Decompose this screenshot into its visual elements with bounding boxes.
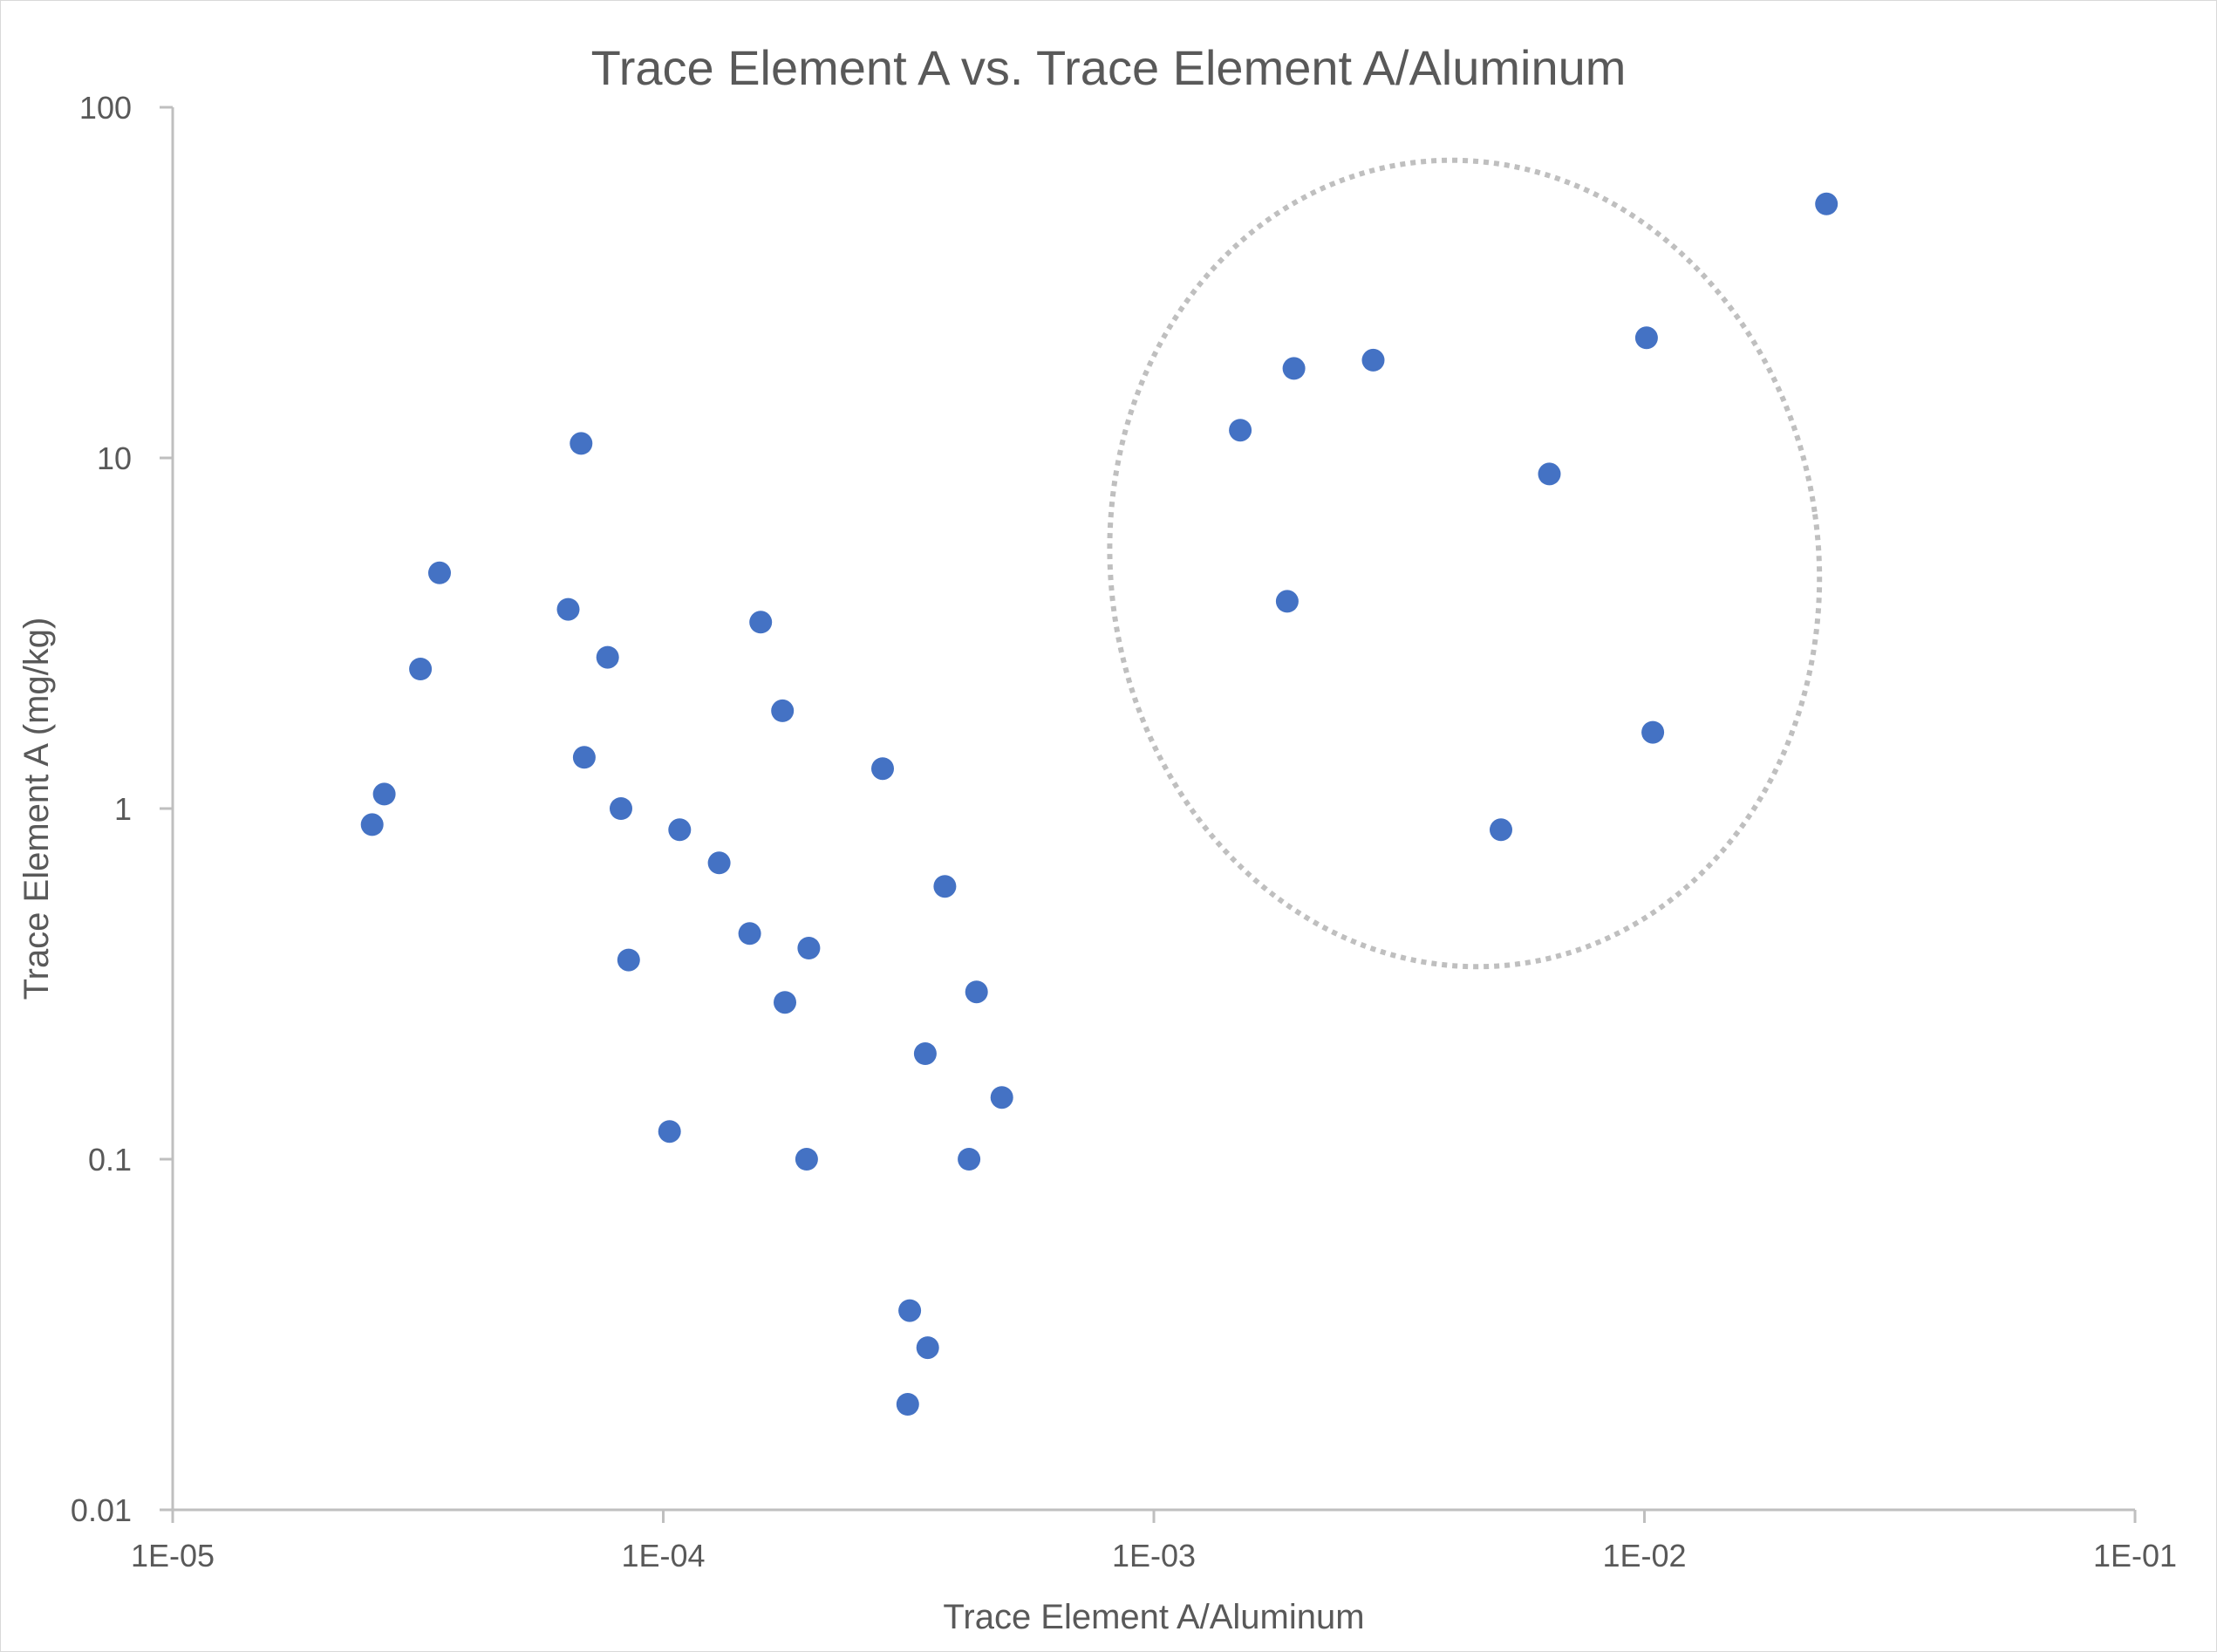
cluster-highlight-ellipse: [1107, 157, 1823, 970]
data-point: [1815, 192, 1838, 215]
data-point: [668, 818, 692, 842]
data-point: [596, 645, 619, 669]
data-point: [1490, 818, 1512, 842]
data-point: [913, 1042, 937, 1065]
data-point: [409, 658, 433, 680]
data-point: [428, 561, 451, 584]
data-point: [1282, 357, 1306, 380]
y-tick-label: 0.01: [71, 1492, 132, 1528]
y-tick-label: 100: [79, 90, 132, 126]
data-point: [797, 937, 821, 959]
data-point: [658, 1120, 681, 1143]
data-point: [990, 1086, 1013, 1109]
y-tick-label: 1: [114, 791, 132, 827]
data-point: [617, 948, 640, 972]
x-tick-label: 1E-04: [621, 1538, 705, 1573]
data-point: [898, 1299, 922, 1322]
data-point: [572, 746, 596, 769]
data-point: [570, 432, 593, 455]
data-point: [610, 797, 632, 820]
data-point: [1641, 720, 1665, 744]
data-points: [360, 192, 1838, 1416]
data-point: [749, 611, 773, 634]
x-tick-label: 1E-05: [131, 1538, 215, 1573]
data-point: [1634, 326, 1658, 350]
y-tick-label: 0.1: [88, 1142, 132, 1178]
data-point: [556, 597, 580, 621]
data-point: [372, 782, 396, 806]
data-point: [1275, 590, 1299, 613]
plot-area: 100 10 1 0.1 0.01 1E-05 1E-04 1E-03 1E-0…: [71, 90, 2177, 1573]
data-point: [1229, 419, 1252, 442]
y-tick-label: 10: [97, 440, 132, 476]
data-point: [1361, 348, 1385, 372]
data-point: [360, 813, 384, 836]
x-axis-title: Trace Element A/Aluminum: [943, 1598, 1364, 1636]
data-point: [707, 851, 731, 875]
x-tick-label: 1E-01: [2093, 1538, 2177, 1573]
data-point: [795, 1148, 818, 1171]
data-point: [933, 875, 957, 898]
data-point: [896, 1393, 919, 1416]
data-point: [958, 1148, 981, 1171]
data-point: [916, 1336, 939, 1360]
data-point: [774, 991, 796, 1014]
data-point: [965, 980, 988, 1004]
chart-title: Trace Element A vs. Trace Element A/Alum…: [591, 40, 1627, 95]
y-axis-title: Trace Element A (mg/kg): [17, 618, 56, 1000]
x-tick-label: 1E-02: [1602, 1538, 1686, 1573]
data-point: [1538, 462, 1561, 486]
data-point: [738, 922, 761, 945]
data-point: [871, 757, 894, 781]
data-point: [771, 699, 795, 722]
x-tick-label: 1E-03: [1112, 1538, 1196, 1573]
